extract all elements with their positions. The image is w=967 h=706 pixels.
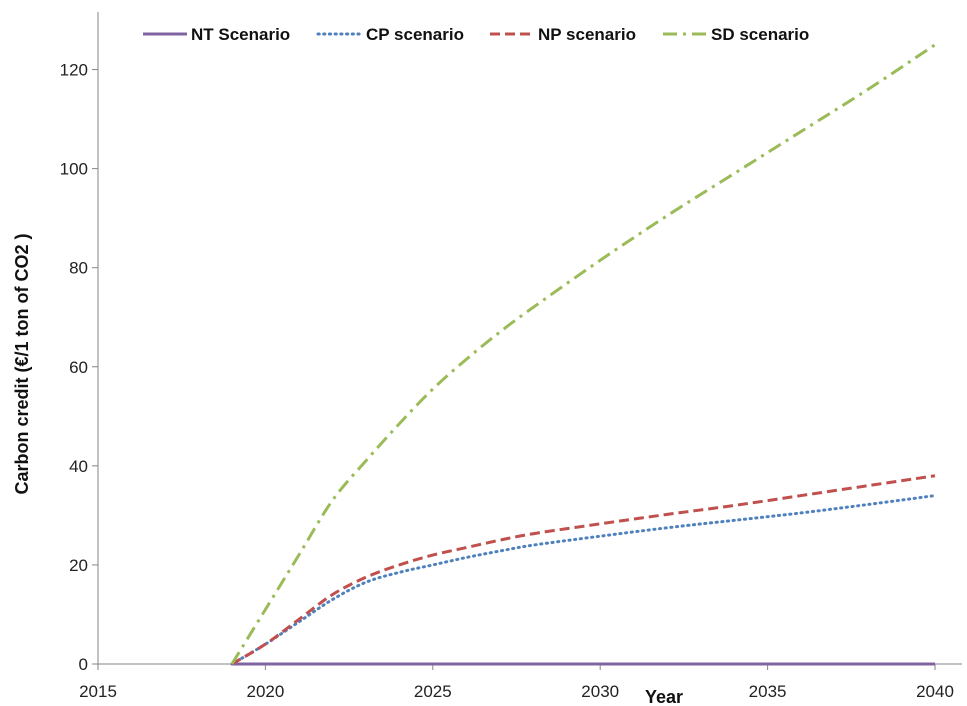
- legend: NT Scenario CP scenario NP scenario SD scen…: [143, 25, 809, 44]
- y-tick-label: 40: [69, 457, 88, 476]
- y-tick-label: 120: [60, 61, 88, 80]
- x-tick-label: 2025: [414, 682, 452, 701]
- legend-label: NP scenario: [538, 25, 636, 44]
- y-tick-label: 80: [69, 259, 88, 278]
- series-layer: [230, 43, 937, 666]
- series-line-sd-scenario: [230, 43, 936, 665]
- y-tick-label: 0: [79, 655, 88, 674]
- x-axis-title: Year: [645, 687, 683, 706]
- legend-label: CP scenario: [366, 25, 464, 44]
- legend-label: SD scenario: [711, 25, 809, 44]
- x-tick-label: 2030: [581, 682, 619, 701]
- legend-label: NT Scenario: [191, 25, 290, 44]
- y-tick-label: 60: [69, 358, 88, 377]
- x-tick-label: 2020: [246, 682, 284, 701]
- y-tick-label: 100: [60, 160, 88, 179]
- series-line-cp-scenario: [230, 494, 937, 666]
- x-tick-label: 2015: [79, 682, 117, 701]
- y-axis-title: Carbon credit (€/1 ton of CO2 ): [12, 233, 32, 494]
- series-line-np-scenario: [231, 474, 936, 666]
- y-tick-label: 20: [69, 556, 88, 575]
- x-tick-label: 2035: [749, 682, 787, 701]
- x-tick-label: 2040: [916, 682, 954, 701]
